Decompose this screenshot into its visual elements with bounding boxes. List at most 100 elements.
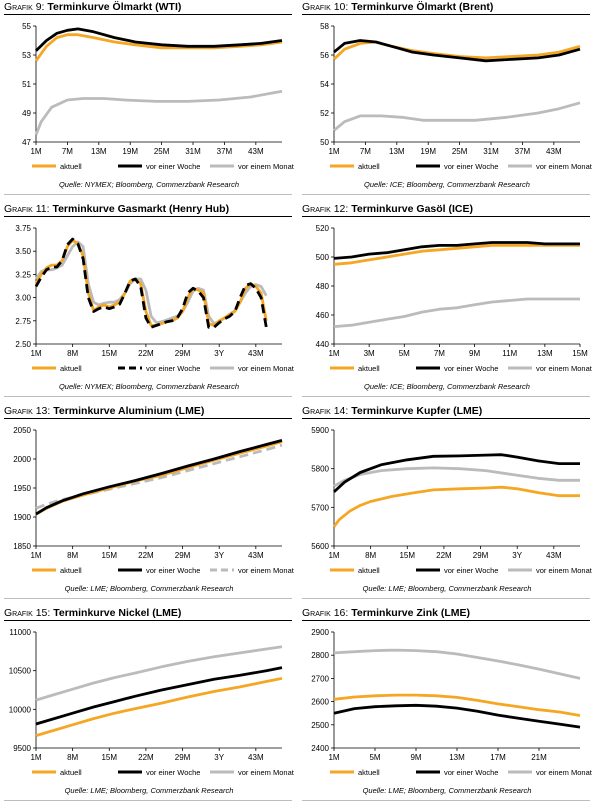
bottom-rule bbox=[302, 396, 590, 397]
title-rule bbox=[4, 620, 292, 621]
bottom-rule bbox=[302, 194, 590, 195]
series-line bbox=[34, 237, 268, 329]
legend-label: aktuell bbox=[358, 768, 380, 777]
x-tick-label: 3Y bbox=[214, 753, 224, 762]
chart-svg: 2.50 2.75 3.00 3.25 3.50 3.75 1M 8M 15M 22M 29M 3Y 4… bbox=[15, 224, 295, 373]
series-line bbox=[35, 677, 283, 737]
legend-label: vor einer Woche bbox=[444, 364, 498, 373]
x-tick-label: 7M bbox=[360, 147, 371, 156]
y-tick-label: 2800 bbox=[311, 651, 329, 660]
y-tick-label: 1850 bbox=[13, 542, 31, 551]
panel-prefix: Grafik 10 bbox=[302, 1, 346, 13]
x-tick-label: 13M bbox=[389, 147, 405, 156]
panel-title: Grafik 13: Terminkurve Aluminium (LME) bbox=[4, 405, 205, 417]
x-tick-label: 9M bbox=[410, 753, 421, 762]
series-line bbox=[333, 297, 580, 328]
title-rule bbox=[302, 620, 590, 621]
series-line bbox=[333, 39, 581, 63]
x-tick-label: 3Y bbox=[512, 551, 522, 560]
x-tick-label: 1M bbox=[30, 753, 41, 762]
title-rule bbox=[302, 418, 590, 419]
x-tick-label: 11M bbox=[502, 349, 517, 358]
chart-title: Terminkurve Zink (LME) bbox=[351, 607, 471, 619]
legend-label: vor einer Woche bbox=[146, 768, 200, 777]
panel-title: Grafik 16: Terminkurve Zink (LME) bbox=[302, 607, 471, 619]
chart-svg: 9500 10000 10500 11000 1M 8M 15M 22M 29M 3Y 43M akt… bbox=[9, 628, 295, 777]
x-tick-label: 3Y bbox=[214, 551, 224, 560]
series-line bbox=[35, 666, 283, 726]
series-line bbox=[34, 33, 283, 62]
y-tick-label: 5800 bbox=[311, 465, 329, 474]
panel-grafik-12: Grafik 12: Terminkurve Gasöl (ICE) 440 46… bbox=[298, 202, 596, 404]
y-tick-label: 58 bbox=[320, 22, 329, 31]
x-tick-label: 8M bbox=[365, 551, 376, 560]
bottom-rule bbox=[4, 194, 292, 195]
chart-source: Quelle: ICE; Bloomberg, Commerzbank Rese… bbox=[364, 382, 530, 391]
panel-grafik-16: Grafik 16: Terminkurve Zink (LME) 2400 25… bbox=[298, 606, 596, 808]
y-tick-label: 55 bbox=[22, 22, 31, 31]
x-tick-label: 15M bbox=[101, 753, 117, 762]
series-line bbox=[333, 244, 580, 266]
panel-prefix: Grafik 13 bbox=[4, 405, 48, 417]
legend-label: aktuell bbox=[60, 364, 82, 373]
legend-label: vor einem Monat bbox=[536, 566, 593, 575]
legend-label: aktuell bbox=[60, 162, 82, 171]
chart-title: Terminkurve Aluminium (LME) bbox=[53, 405, 205, 417]
panel-prefix: Grafik 12 bbox=[302, 203, 346, 215]
panel-title: Grafik 12: Terminkurve Gasöl (ICE) bbox=[302, 203, 473, 215]
series-line bbox=[333, 241, 580, 260]
y-tick-label: 460 bbox=[316, 311, 330, 320]
series-line bbox=[35, 439, 283, 516]
x-tick-label: 17M bbox=[490, 753, 506, 762]
series-line bbox=[34, 240, 268, 325]
x-tick-label: 1M bbox=[328, 753, 339, 762]
y-tick-label: 1950 bbox=[13, 484, 31, 493]
x-tick-label: 19M bbox=[122, 147, 138, 156]
title-rule bbox=[302, 14, 590, 15]
series-line bbox=[333, 453, 580, 493]
x-tick-label: 43M bbox=[248, 147, 264, 156]
series-line bbox=[35, 27, 283, 52]
legend-label: vor einem Monat bbox=[536, 162, 593, 171]
series-line bbox=[333, 703, 581, 729]
legend-label: vor einem Monat bbox=[238, 768, 295, 777]
x-tick-label: 5M bbox=[369, 753, 380, 762]
y-tick-label: 440 bbox=[316, 340, 330, 349]
bottom-rule bbox=[302, 800, 590, 801]
legend-label: vor einem Monat bbox=[238, 566, 295, 575]
x-tick-label: 22M bbox=[138, 753, 154, 762]
y-tick-label: 3.50 bbox=[15, 247, 31, 256]
x-tick-label: 1M bbox=[328, 349, 339, 358]
legend-label: vor einem Monat bbox=[238, 364, 295, 373]
x-tick-label: 13M bbox=[537, 349, 553, 358]
y-tick-label: 11000 bbox=[9, 628, 31, 637]
y-tick-label: 2900 bbox=[311, 628, 329, 637]
chart-title: Terminkurve Ölmarkt (Brent) bbox=[351, 1, 494, 13]
series-line bbox=[332, 485, 580, 528]
y-tick-label: 500 bbox=[316, 253, 330, 262]
title-rule bbox=[4, 216, 292, 217]
x-tick-label: 29M bbox=[175, 349, 191, 358]
chart-title: Terminkurve Kupfer (LME) bbox=[351, 405, 483, 417]
x-tick-label: 25M bbox=[154, 147, 170, 156]
title-rule bbox=[4, 418, 292, 419]
title-rule bbox=[302, 216, 590, 217]
y-tick-label: 3.25 bbox=[15, 270, 31, 279]
legend-label: vor einer Woche bbox=[444, 566, 498, 575]
y-tick-label: 520 bbox=[316, 224, 330, 233]
y-tick-label: 56 bbox=[320, 51, 329, 60]
chart-title: Terminkurve Ölmarkt (WTI) bbox=[47, 1, 182, 13]
series-line bbox=[333, 40, 581, 61]
legend-label: vor einer Woche bbox=[146, 162, 200, 171]
legend-label: vor einer Woche bbox=[444, 162, 498, 171]
legend-label: aktuell bbox=[358, 162, 380, 171]
y-tick-label: 2000 bbox=[13, 455, 31, 464]
x-tick-label: 1M bbox=[328, 551, 339, 560]
x-tick-label: 29M bbox=[473, 551, 489, 560]
y-tick-label: 9500 bbox=[13, 744, 31, 753]
chart-title: Terminkurve Gasöl (ICE) bbox=[351, 203, 473, 215]
x-tick-label: 43M bbox=[248, 753, 264, 762]
panel-title: Grafik 11: Terminkurve Gasmarkt (Henry H… bbox=[4, 203, 230, 215]
x-tick-label: 8M bbox=[67, 349, 78, 358]
panel-title: Grafik 15: Terminkurve Nickel (LME) bbox=[4, 607, 182, 619]
